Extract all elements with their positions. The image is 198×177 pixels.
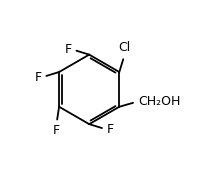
Text: Cl: Cl [119, 41, 131, 54]
Text: F: F [34, 71, 41, 84]
Text: CH₂OH: CH₂OH [138, 95, 181, 108]
Text: F: F [53, 124, 60, 138]
Text: F: F [107, 123, 114, 136]
Text: F: F [64, 43, 71, 56]
